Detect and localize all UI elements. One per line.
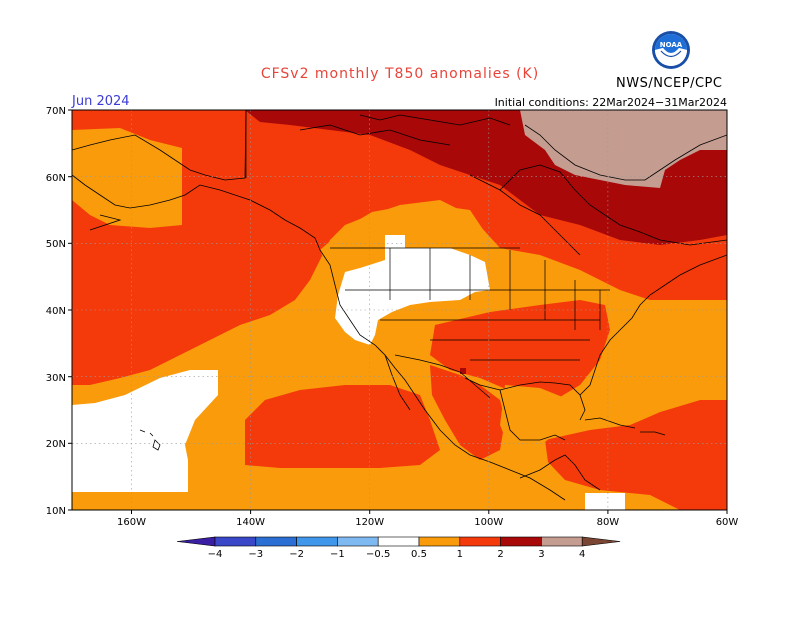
colorbar-swatch (377, 536, 420, 547)
field-hawaii (72, 370, 218, 492)
colorbar: −4 −3 −2 −1 −0.5 0.5 1 2 3 4 (176, 536, 621, 560)
lon-label: 80W (597, 517, 620, 528)
colorbar-swatch (296, 536, 338, 547)
gridlines (72, 110, 727, 510)
colorbar-tick-label: 3 (538, 549, 544, 560)
field-caribbean (545, 400, 727, 510)
colorbar-tick-label: 2 (497, 549, 503, 560)
lat-label: 30N (46, 373, 66, 384)
colorbar-swatch (500, 536, 542, 547)
colorbar-arrow-low (176, 536, 216, 547)
agency-label: NWS/NCEP/CPC (616, 76, 723, 91)
colorbar-tick-label: −4 (208, 549, 223, 560)
political-borders (245, 110, 610, 399)
lon-label: 60W (716, 517, 739, 528)
latitude-labels: 70N 60N 50N 40N 30N 20N 10N (46, 106, 66, 517)
colorbar-tick-label: 0.5 (411, 549, 427, 560)
lon-label: 160W (117, 517, 146, 528)
colorbar-arrow-high (581, 536, 621, 547)
colorbar-swatch (459, 536, 501, 547)
axis-ticks (68, 109, 728, 514)
colorbar-tick-label: 1 (457, 549, 463, 560)
colorbar-swatch (418, 536, 461, 547)
lon-label: 140W (236, 517, 265, 528)
field-swalaska (72, 128, 182, 228)
longitude-labels: 160W 140W 120W 100W 80W 60W (117, 517, 738, 528)
map-title: CFSv2 monthly T850 anomalies (K) (260, 66, 540, 82)
initial-conditions-label: Initial conditions: 22Mar2024−31Mar2024 (494, 96, 727, 109)
valid-month-label: Jun 2024 (72, 94, 130, 109)
field-epacific (245, 385, 440, 468)
logo-text: NOAA (660, 41, 683, 49)
colorbar-swatch (214, 536, 257, 547)
noaa-logo-icon: NOAA (652, 31, 690, 69)
lon-label: 100W (474, 517, 503, 528)
lat-label: 10N (46, 506, 66, 517)
anomaly-field (72, 110, 727, 510)
field-gulf (500, 385, 570, 450)
field-cell-texas (460, 368, 466, 374)
field-mexico (430, 365, 505, 460)
colorbar-tick-label: −1 (330, 549, 345, 560)
colorbar-swatch (337, 536, 379, 547)
lat-label: 50N (46, 239, 66, 250)
lat-label: 70N (46, 106, 66, 117)
lon-label: 120W (355, 517, 384, 528)
field-cell-cam (585, 493, 625, 510)
lat-label: 40N (46, 306, 66, 317)
field-greenland (520, 110, 727, 188)
coastlines (72, 110, 727, 501)
field-southus (430, 300, 610, 400)
colorbar-tick-label: −3 (248, 549, 263, 560)
lat-label: 20N (46, 439, 66, 450)
field-watlantic (590, 300, 727, 425)
lat-label: 60N (46, 173, 66, 184)
colorbar-tick-label: −0.5 (366, 549, 390, 560)
colorbar-tick-label: 4 (579, 549, 585, 560)
colorbar-swatch (255, 536, 297, 547)
colorbar-tick-label: −2 (289, 549, 304, 560)
colorbar-swatch (541, 536, 583, 547)
